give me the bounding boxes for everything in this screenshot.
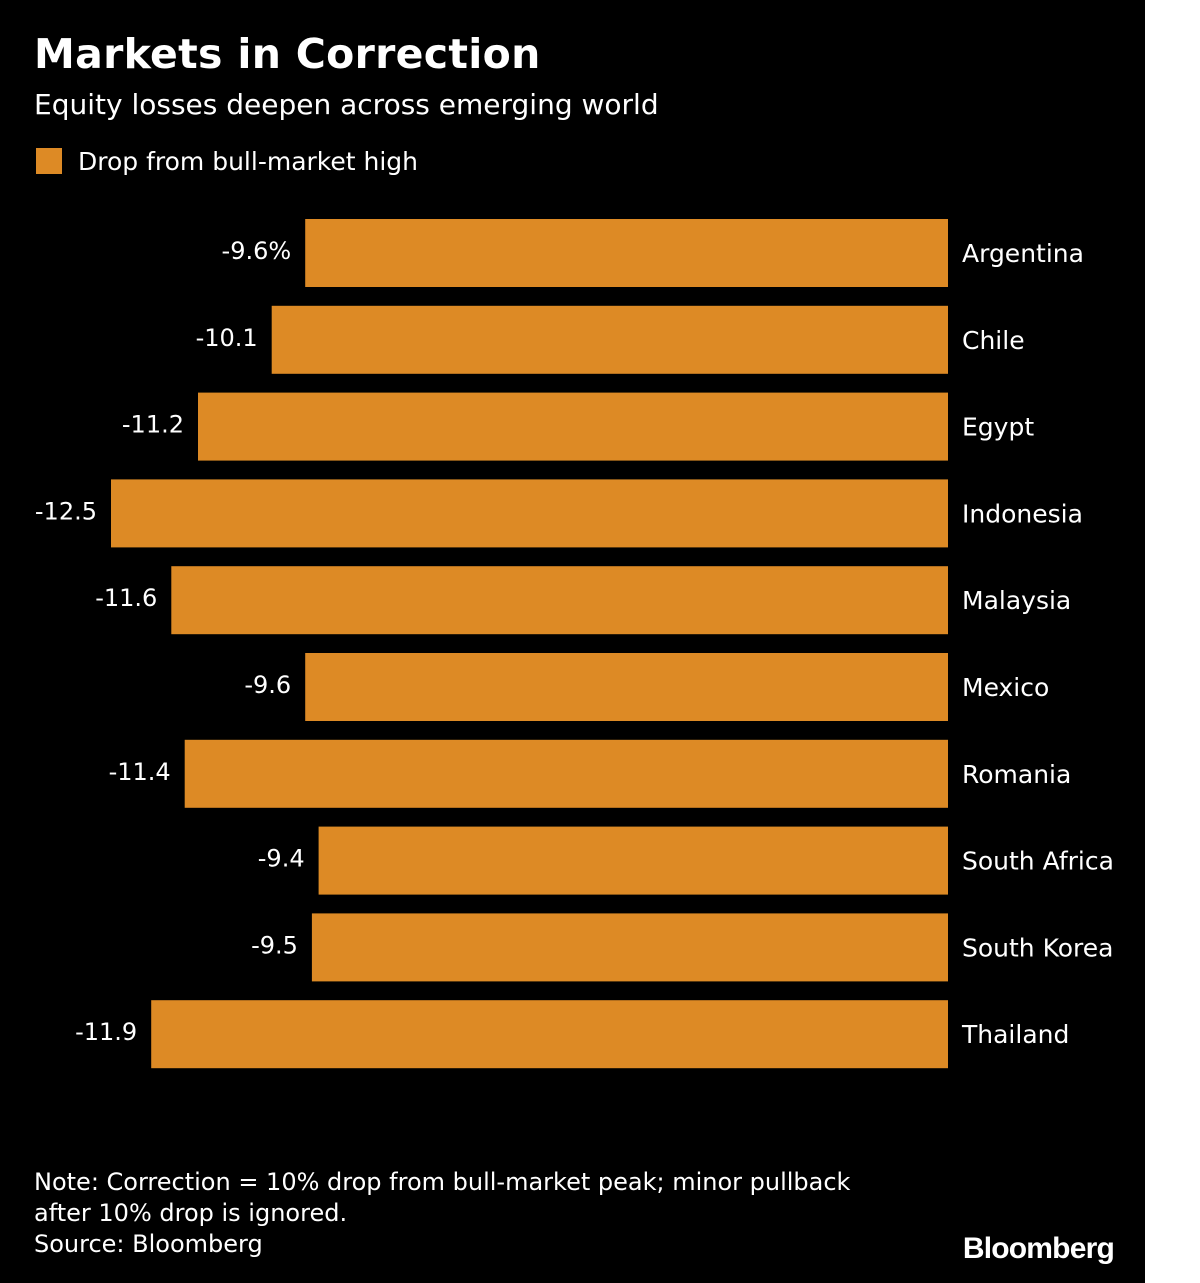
value-label: -11.9 [75,1018,137,1046]
value-label: -9.6 [244,671,291,699]
category-label: Mexico [962,673,1049,702]
value-label: -12.5 [35,497,97,525]
value-label: -9.4 [258,845,305,873]
category-label: Malaysia [962,586,1071,615]
chart-source: Source: Bloomberg [34,1230,263,1258]
value-label: -9.5 [251,931,298,959]
chart-panel: Markets in Correction Equity losses deep… [0,0,1145,1283]
category-label: Egypt [962,413,1034,442]
category-label: Argentina [962,239,1084,268]
bar-chart: -9.6% Argentina -10.1 Chile -11.2 Egypt -12.5 I… [35,219,1114,1069]
category-label: Thailand [961,1020,1069,1049]
bar-indonesia [111,479,948,548]
category-label: Chile [962,326,1025,355]
category-label: South Africa [962,847,1114,876]
bar-south-korea [311,913,948,982]
value-label: -11.4 [109,758,171,786]
chart-note-line: Note: Correction = 10% drop from bull-ma… [34,1168,851,1196]
bar-malaysia [171,566,949,635]
legend: Drop from bull-market high [36,145,418,177]
category-label: Indonesia [962,499,1083,528]
category-label: South Korea [962,933,1113,962]
category-label: Romania [962,760,1071,789]
bar-romania [184,739,948,808]
legend-swatch [36,148,62,174]
chart-note: Note: Correction = 10% drop from bull-ma… [34,1167,850,1229]
bloomberg-logo: Bloomberg [962,1232,1115,1265]
value-label: -11.2 [122,411,184,439]
chart-title: Markets in Correction [34,30,541,78]
chart-subtitle: Equity losses deepen across emerging wor… [34,88,659,121]
value-label: -9.6% [222,237,292,265]
bar-egypt [198,392,948,461]
bar-thailand [151,1000,948,1069]
bar-chile [271,305,948,374]
value-label: -10.1 [196,324,258,352]
chart-note-line: after 10% drop is ignored. [34,1199,348,1227]
value-label: -11.6 [95,584,157,612]
bar-mexico [305,653,948,721]
legend-label: Drop from bull-market high [78,146,419,176]
bar-argentina [305,219,948,287]
bar-south-africa [318,826,949,895]
